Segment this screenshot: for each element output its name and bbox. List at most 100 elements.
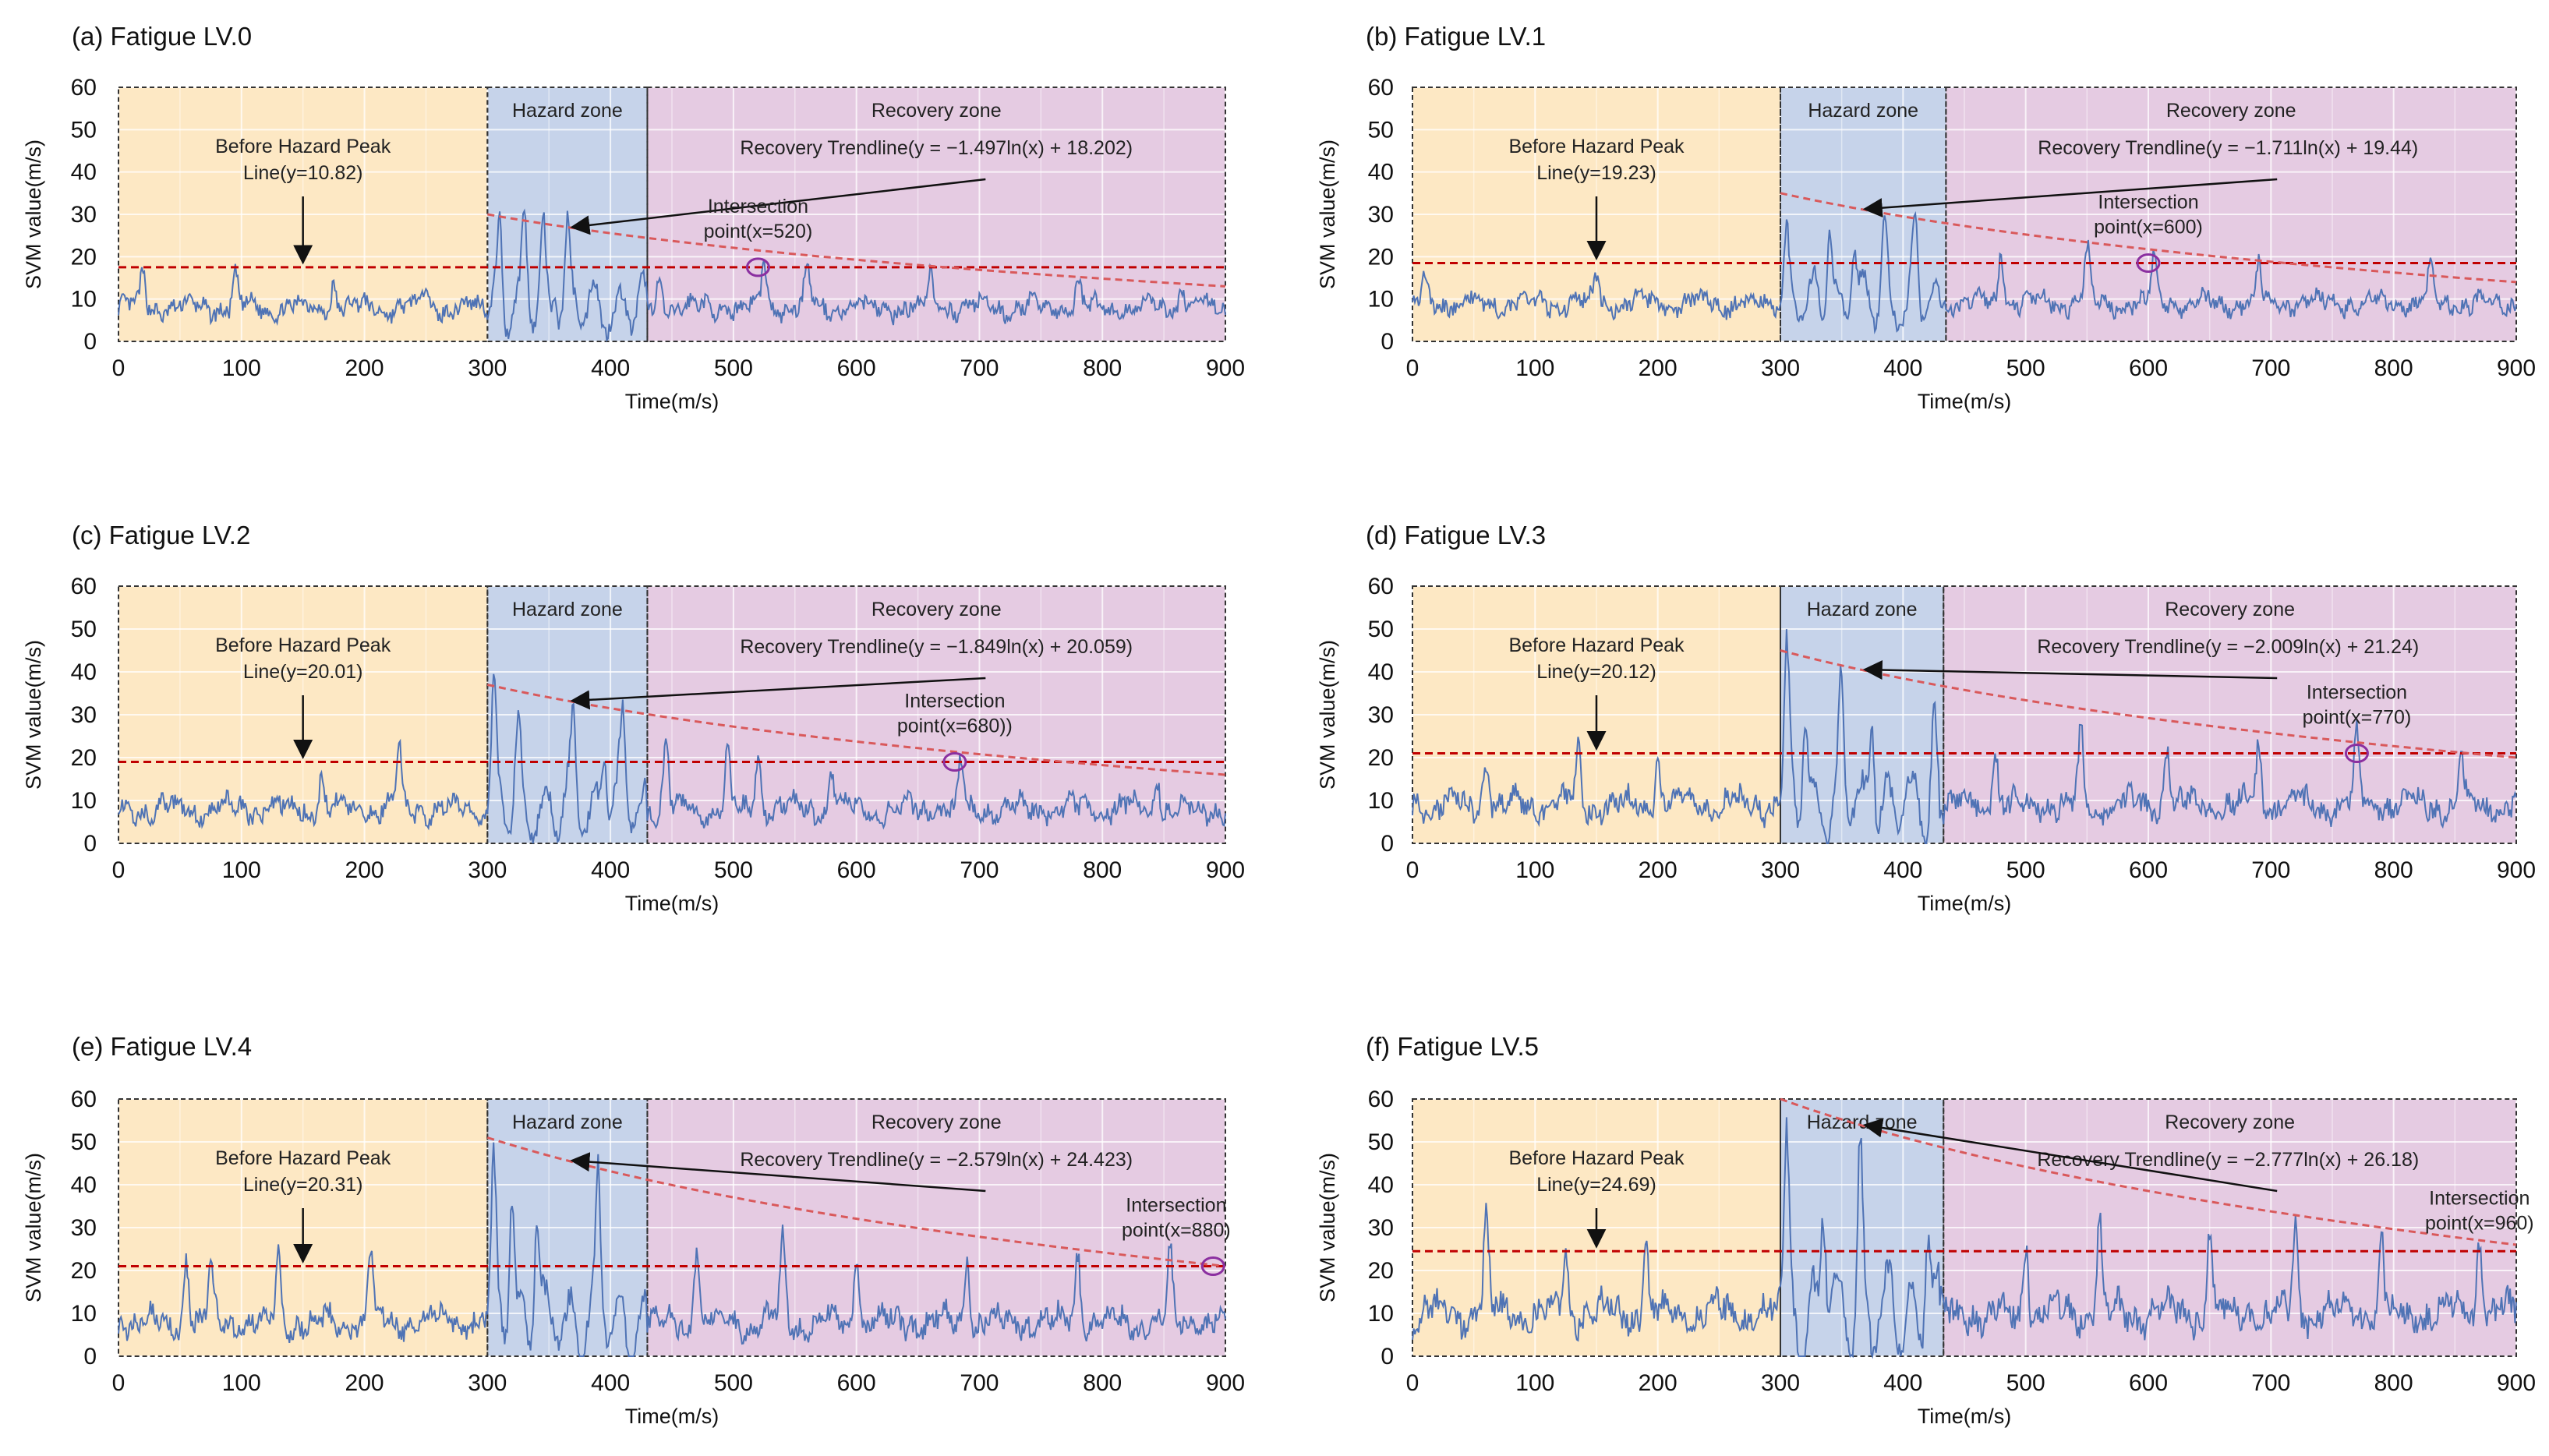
x-tick-label: 800	[2374, 1370, 2413, 1396]
y-tick-label: 10	[1368, 287, 1394, 313]
signal-series-line	[1412, 210, 2517, 335]
zone-label: Recovery zone	[2165, 1111, 2295, 1133]
signal-series-line	[118, 673, 1226, 844]
trendline-arrow	[570, 1152, 986, 1193]
trendline-arrow	[1862, 178, 2278, 218]
zone-label: Recovery zone	[2166, 100, 2296, 122]
trendline-arrow	[570, 677, 986, 710]
intersection-label: point(x=680))	[897, 716, 1013, 737]
x-tick-label: 300	[468, 355, 507, 381]
zone-label: Recovery zone	[871, 100, 1002, 122]
x-tick-label: 100	[1515, 1370, 1554, 1396]
intersection-label: Intersection	[708, 196, 808, 217]
x-tick-label: 400	[1883, 355, 1922, 381]
x-tick-label: 600	[837, 1370, 876, 1396]
x-tick-label: 700	[960, 355, 999, 381]
zone-border	[118, 87, 489, 342]
x-tick-label: 100	[222, 857, 261, 883]
y-tick-label: 0	[83, 831, 97, 857]
x-tick-label: 900	[1206, 857, 1245, 883]
trendline-label: Recovery Trendline(y = −2.009ln(x) + 21.…	[2037, 636, 2419, 658]
x-tick-label: 300	[468, 857, 507, 883]
intersection-label: Intersection	[2098, 191, 2198, 213]
zone-border	[1943, 585, 2518, 844]
y-tick-label: 50	[71, 117, 97, 143]
zone-border	[486, 87, 649, 342]
y-tick-label: 30	[1368, 1215, 1394, 1241]
y-tick-label: 50	[71, 617, 97, 642]
before-hazard-label: Line(y=20.12)	[1536, 661, 1656, 683]
trendline-label: Recovery Trendline(y = −1.497ln(x) + 18.…	[740, 137, 1133, 159]
chart-title: (c) Fatigue LV.2	[72, 521, 250, 550]
x-tick-label: 200	[345, 857, 384, 883]
x-tick-label: 400	[591, 857, 630, 883]
y-tick-label: 20	[71, 1258, 97, 1284]
x-tick-label: 700	[960, 1370, 999, 1396]
x-tick-label: 800	[1083, 857, 1122, 883]
y-tick-label: 10	[71, 287, 97, 313]
zone-label: Recovery zone	[871, 1111, 1002, 1133]
x-tick-label: 200	[345, 355, 384, 381]
before-hazard-label: Before Hazard Peak	[1508, 1147, 1685, 1169]
y-axis-label: SVM value(m/s)	[22, 640, 45, 790]
trendline-label: Recovery Trendline(y = −1.711ln(x) + 19.…	[2038, 137, 2418, 159]
before-hazard-label: Line(y=20.31)	[243, 1174, 363, 1196]
y-tick-label: 40	[1368, 1172, 1394, 1198]
x-tick-label: 600	[2129, 355, 2168, 381]
x-tick-label: 800	[2374, 857, 2413, 883]
x-tick-label: 600	[2129, 1370, 2168, 1396]
zone-label: Hazard zone	[512, 100, 623, 122]
recovery-trendline	[486, 1136, 1226, 1267]
x-tick-label: 200	[1639, 857, 1678, 883]
chart-title: (f) Fatigue LV.5	[1366, 1032, 1539, 1061]
x-axis-label: Time(m/s)	[625, 1405, 719, 1428]
before-hazard-label: Before Hazard Peak	[215, 136, 391, 157]
chart-panel: (b) Fatigue LV.1 Hazard zone Recovery zone…	[1316, 22, 2536, 413]
x-tick-label: 600	[837, 355, 876, 381]
y-tick-label: 40	[71, 659, 97, 685]
y-tick-label: 60	[71, 75, 97, 101]
before-hazard-label: Line(y=10.82)	[243, 162, 363, 184]
signal-series-line	[118, 208, 1226, 343]
zone-border	[646, 585, 1226, 844]
zone-border	[1412, 585, 1781, 844]
y-tick-label: 40	[71, 1172, 97, 1198]
trendline-label: Recovery Trendline(y = −2.579ln(x) + 24.…	[740, 1149, 1133, 1171]
y-tick-label: 0	[1381, 831, 1394, 857]
y-tick-label: 20	[1368, 745, 1394, 771]
before-hazard-label: Line(y=20.01)	[243, 661, 363, 683]
x-tick-label: 200	[1639, 1370, 1678, 1396]
x-tick-label: 500	[714, 355, 753, 381]
x-tick-label: 400	[591, 355, 630, 381]
zone-label: Hazard zone	[1808, 100, 1918, 122]
y-axis-label: SVM value(m/s)	[22, 1153, 45, 1302]
x-tick-label: 800	[1083, 1370, 1122, 1396]
trendline-label: Recovery Trendline(y = −2.777ln(x) + 26.…	[2037, 1149, 2419, 1171]
x-tick-label: 0	[1406, 1370, 1419, 1396]
x-axis-label: Time(m/s)	[1918, 892, 2011, 915]
y-tick-label: 0	[83, 1344, 97, 1369]
gridlines	[1412, 585, 2517, 844]
y-tick-label: 20	[71, 244, 97, 270]
x-tick-label: 0	[112, 1370, 126, 1396]
y-axis-label: SVM value(m/s)	[1316, 140, 1339, 289]
intersection-marker	[2344, 744, 2369, 763]
before-hazard-label: Line(y=19.23)	[1536, 162, 1656, 184]
x-tick-label: 900	[2497, 355, 2536, 381]
recovery-trendline	[486, 684, 1226, 776]
before-hazard-label: Before Hazard Peak	[1508, 136, 1685, 157]
recovery-trendline	[1780, 1097, 2517, 1246]
x-tick-label: 500	[714, 1370, 753, 1396]
zone-border	[486, 585, 649, 844]
chart-panel: (a) Fatigue LV.0 Hazard zone Recovery zone…	[22, 22, 1288, 413]
y-tick-label: 50	[1368, 1129, 1394, 1155]
x-tick-label: 300	[468, 1370, 507, 1396]
x-tick-label: 200	[345, 1370, 384, 1396]
y-tick-label: 50	[1368, 617, 1394, 642]
intersection-label: point(x=520)	[704, 221, 813, 242]
x-tick-label: 500	[2006, 857, 2045, 883]
x-tick-label: 700	[960, 857, 999, 883]
x-tick-label: 0	[112, 857, 126, 883]
